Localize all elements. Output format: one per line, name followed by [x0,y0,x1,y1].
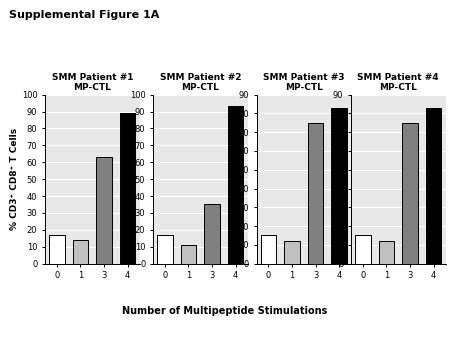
Title: SMM Patient #2
MP-CTL: SMM Patient #2 MP-CTL [159,73,241,93]
Bar [379,241,394,264]
Bar [426,108,441,264]
Text: Supplemental Figure 1A: Supplemental Figure 1A [9,10,159,20]
Bar [356,236,371,264]
Bar [331,108,346,264]
Text: Number of Multipeptide Stimulations: Number of Multipeptide Stimulations [122,306,328,316]
Bar [181,245,196,264]
Title: SMM Patient #4
MP-CTL: SMM Patient #4 MP-CTL [357,73,439,93]
Title: SMM Patient #3
MP-CTL: SMM Patient #3 MP-CTL [263,73,345,93]
Bar [96,157,112,264]
Bar [228,106,243,264]
Y-axis label: % CD3⁺ CD8⁺ T Cells: % CD3⁺ CD8⁺ T Cells [10,128,19,230]
Bar [308,123,323,264]
Bar [73,240,88,264]
Bar [284,241,300,264]
Title: SMM Patient #1
MP-CTL: SMM Patient #1 MP-CTL [51,73,133,93]
Bar [402,123,418,264]
Bar [158,235,173,264]
Bar [50,235,65,264]
Bar [204,204,220,264]
Bar [120,113,135,264]
Bar [261,236,276,264]
